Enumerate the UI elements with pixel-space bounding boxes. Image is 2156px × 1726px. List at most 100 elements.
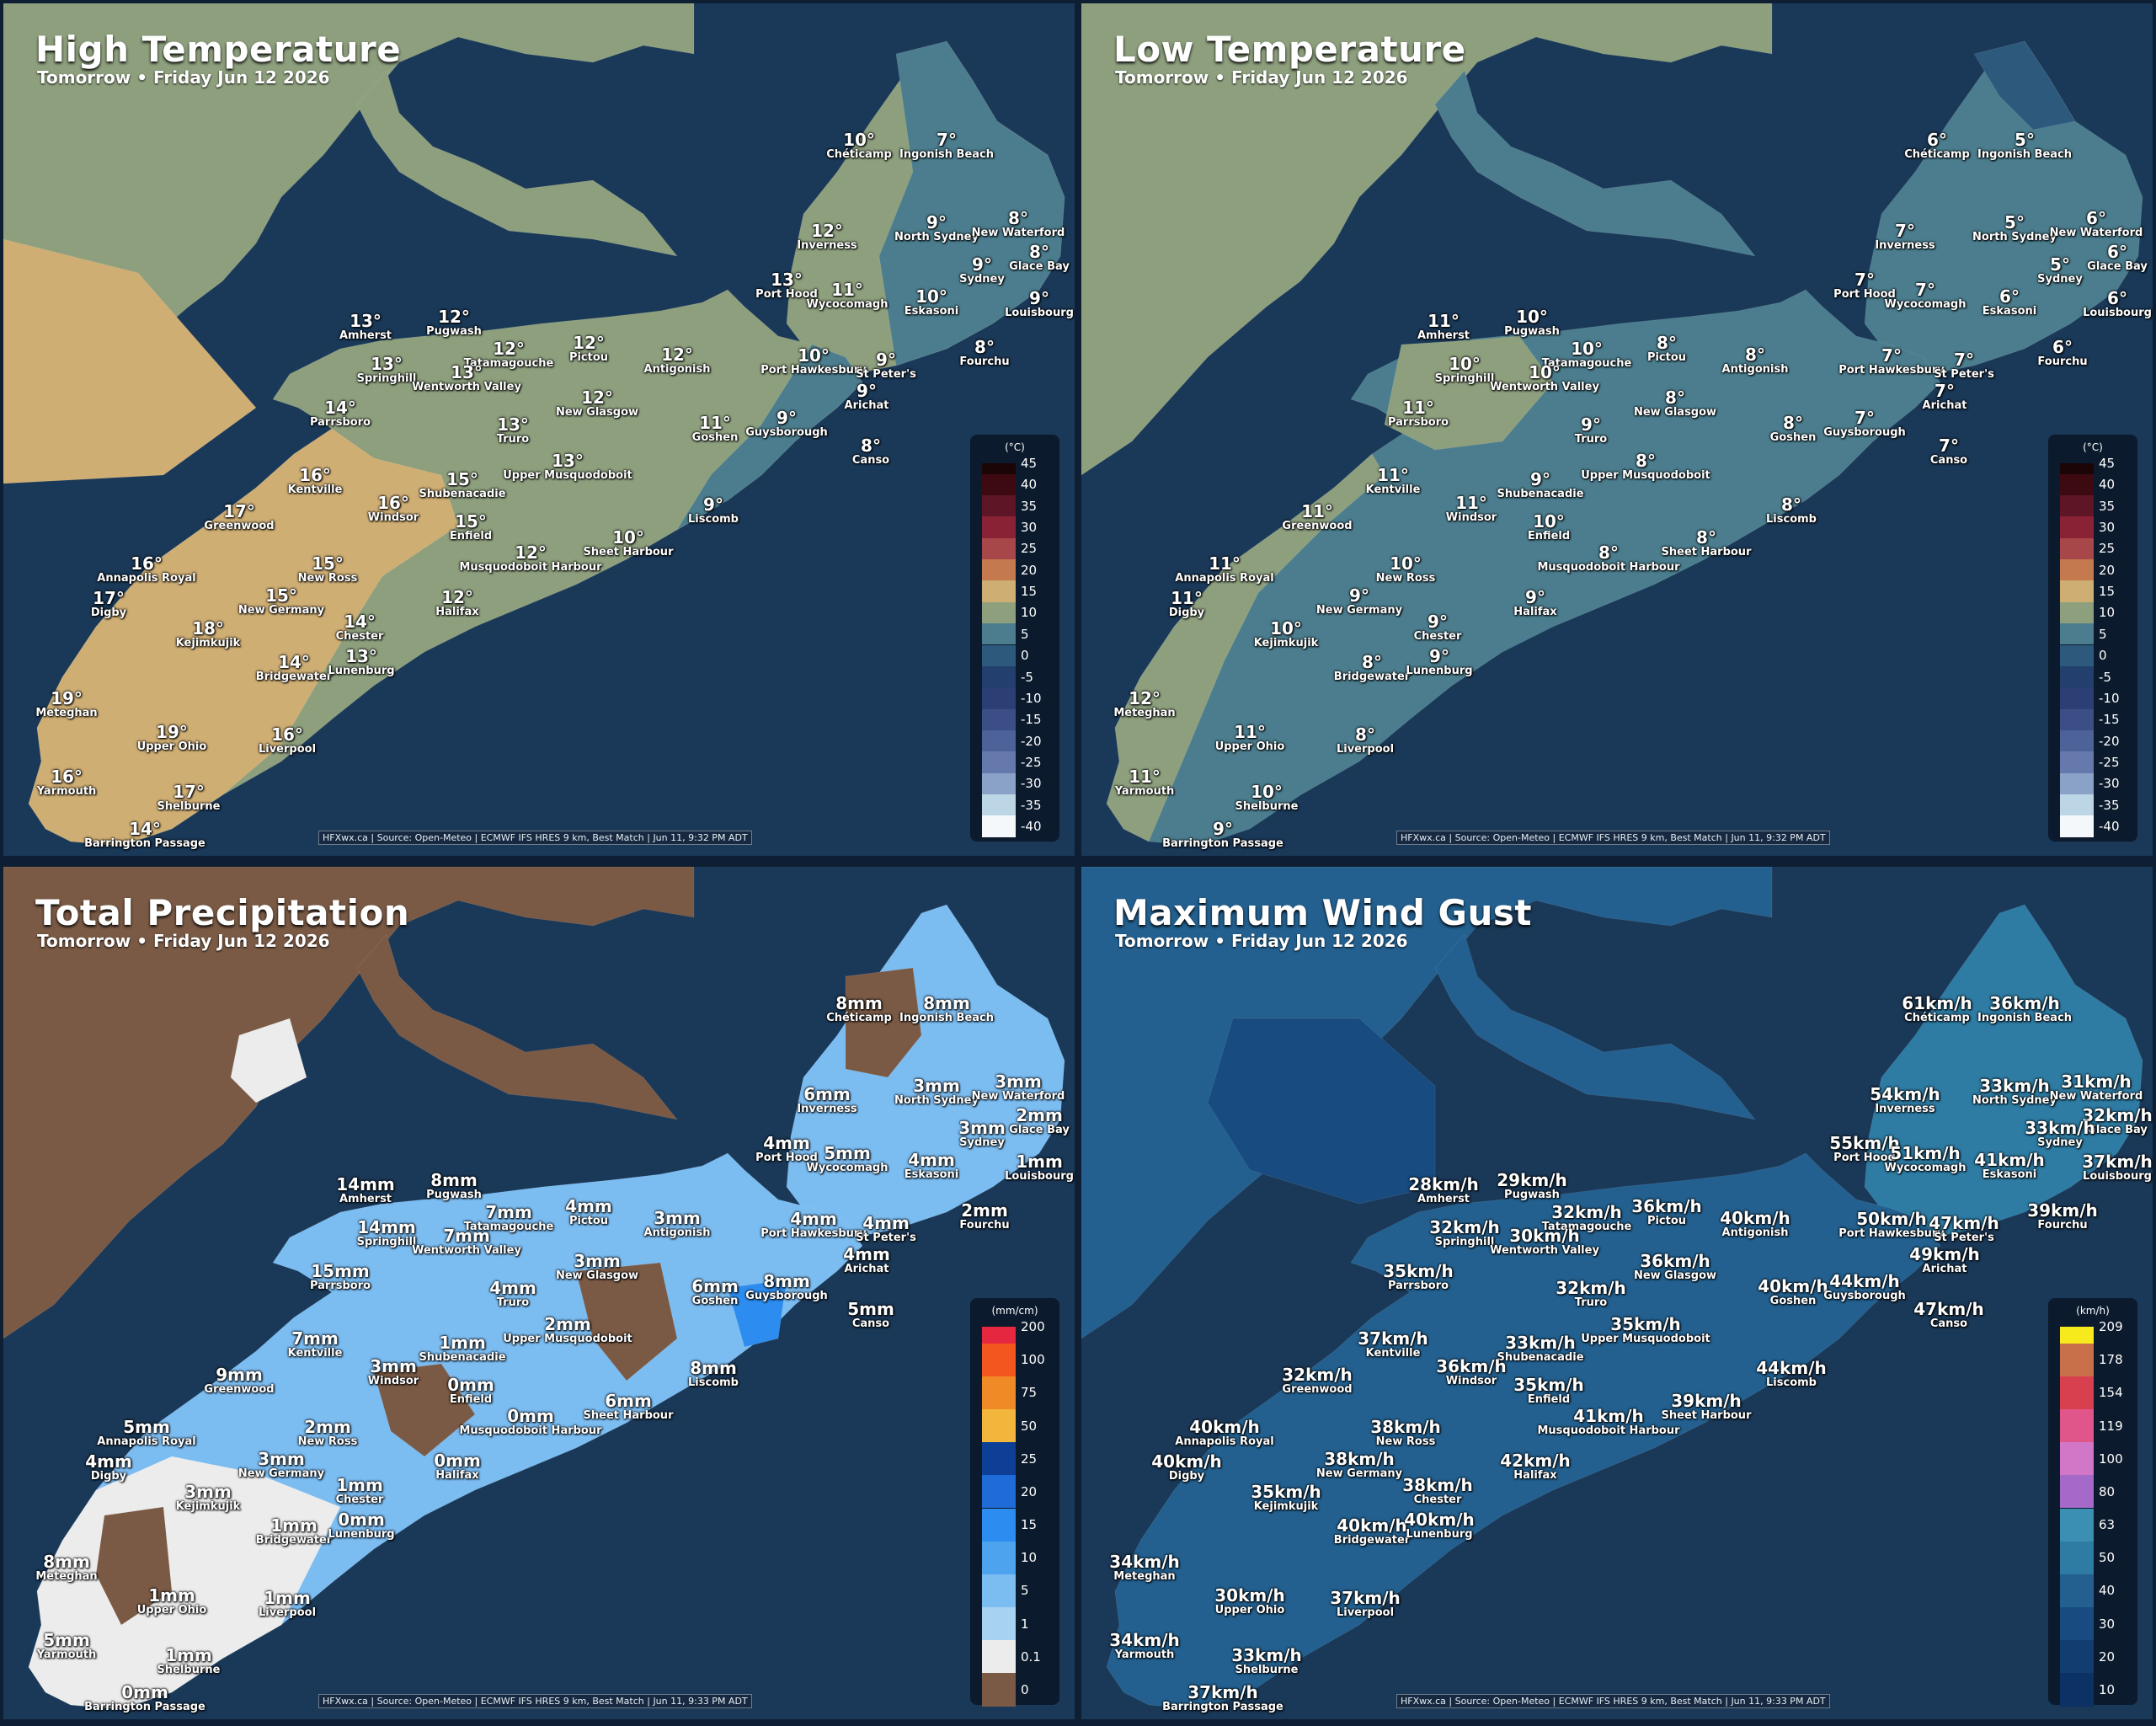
station-value: 35km/h	[1513, 1375, 1584, 1395]
station-label: 0mm Halifax	[434, 1452, 481, 1481]
station-value: 38km/h	[1370, 1417, 1441, 1437]
station-value: 38km/h	[1402, 1475, 1473, 1495]
station-name: New Waterford	[971, 1090, 1065, 1103]
station-name: Wentworth Valley	[412, 381, 521, 393]
legend-swatch	[2060, 1376, 2094, 1409]
station-name: Antigonish	[643, 363, 711, 376]
station-label: 11° Greenwood	[1282, 503, 1352, 532]
station-name: Musquodoboit Harbour	[1537, 1424, 1680, 1437]
station-name: Yarmouth	[36, 785, 97, 798]
station-name: Wycocomagh	[806, 298, 889, 311]
station-value: 7°	[1915, 280, 1935, 300]
station-value: 4mm	[763, 1133, 810, 1153]
legend-swatch	[2060, 708, 2094, 730]
station-value: 31km/h	[2061, 1071, 2132, 1092]
station-label: 7mm Kentville	[288, 1330, 343, 1359]
station-label: 3mm North Sydney	[894, 1077, 979, 1106]
legend-swatch	[2060, 1508, 2094, 1542]
legend-tick: 45	[1021, 456, 1038, 471]
station-name: New Waterford	[2049, 1090, 2143, 1103]
station-value: 9°	[857, 381, 877, 401]
station-name: Amherst	[339, 1193, 392, 1205]
station-label: 11° Amherst	[1417, 313, 1470, 341]
station-label: 15° New Germany	[238, 587, 324, 616]
station-value: 34km/h	[1109, 1630, 1180, 1650]
station-label: 15° Enfield	[450, 513, 492, 542]
station-name: Upper Musquodoboit	[1581, 469, 1710, 482]
station-name: Upper Ohio	[1214, 1604, 1285, 1616]
legend-tick: -20	[2099, 733, 2120, 749]
station-value: 32km/h	[1282, 1365, 1353, 1385]
panel-title: Low Temperature	[1113, 29, 1466, 70]
station-name: Eskasoni	[904, 305, 959, 318]
station-label: 32km/h Tatamagouche	[1542, 1204, 1632, 1232]
station-label: 9° Liscomb	[688, 496, 739, 525]
station-value: 7°	[1939, 436, 1959, 456]
station-name: Amherst	[339, 329, 392, 342]
station-label: 8° Musquodoboit Harbour	[1537, 544, 1679, 573]
station-value: 34km/h	[1109, 1552, 1180, 1572]
station-name: Meteghan	[1113, 1570, 1176, 1583]
station-name: Tatamagouche	[463, 357, 554, 370]
legend-swatch	[982, 1408, 1016, 1443]
station-value: 11°	[699, 413, 731, 433]
station-value: 30km/h	[1214, 1585, 1285, 1606]
station-value: 8°	[1362, 652, 1382, 672]
station-label: 11° Wycocomagh	[807, 281, 889, 310]
station-value: 8mm	[923, 993, 970, 1013]
station-name: New Germany	[237, 604, 325, 617]
station-label: 31km/h New Waterford	[2050, 1073, 2143, 1102]
station-label: 7mm Tatamagouche	[464, 1204, 554, 1232]
legend-tick: 10	[2099, 605, 2116, 621]
station-label: 35km/h Kejimkujik	[1251, 1483, 1321, 1512]
legend-tick: 178	[2099, 1352, 2123, 1368]
station-label: 12° Antigonish	[644, 346, 711, 375]
station-value: 9°	[1213, 819, 1233, 839]
station-value: 54km/h	[1870, 1084, 1940, 1104]
station-label: 10° Port Hawkesbury	[760, 347, 867, 376]
station-label: 13° Port Hood	[755, 271, 818, 300]
station-value: 11°	[1428, 311, 1460, 331]
station-label: 7° St Peter's	[1934, 351, 1994, 380]
station-label: 9° Lunenburg	[1406, 648, 1472, 676]
station-name: New Glasgow	[555, 1269, 639, 1282]
station-value: 5mm	[824, 1143, 871, 1163]
station-label: 7° Ingonish Beach	[899, 131, 994, 160]
legend-tick: 20	[2099, 1649, 2116, 1665]
station-value: 8mm	[690, 1358, 737, 1378]
station-label: 42km/h Halifax	[1500, 1452, 1571, 1481]
station-label: 4mm Port Hawkesbury	[760, 1210, 867, 1239]
station-value: 12°	[661, 345, 693, 365]
legend-swatch	[2060, 1607, 2094, 1641]
station-name: Meteghan	[35, 707, 98, 719]
station-label: 34km/h Yarmouth	[1109, 1632, 1180, 1660]
map-region	[1081, 867, 1773, 1339]
station-name: Chester	[335, 1494, 384, 1506]
station-name: Arichat	[844, 1263, 889, 1275]
station-name: Liscomb	[688, 513, 739, 526]
station-value: 55km/h	[1829, 1133, 1900, 1153]
station-label: 61km/h Chéticamp	[1902, 995, 1972, 1023]
station-value: 35km/h	[1610, 1314, 1681, 1334]
station-label: 6mm Sheet Harbour	[584, 1392, 674, 1421]
station-name: Ingonish Beach	[1977, 1012, 2073, 1024]
legend-tick: -20	[1021, 733, 1042, 749]
station-value: 12°	[811, 221, 843, 241]
station-value: 12°	[573, 333, 605, 353]
legend-tick: 200	[1021, 1319, 1045, 1334]
station-value: 7mm	[291, 1328, 339, 1349]
legend-tick: 40	[1021, 477, 1038, 493]
legend-tick: 75	[1021, 1385, 1038, 1401]
station-label: 29km/h Pugwash	[1497, 1172, 1567, 1200]
color-legend: (km/h) 209 178 154 119 100 80 63 50 40 30 20 10	[2048, 1298, 2137, 1707]
legend-tick: -5	[1021, 669, 1033, 685]
station-label: 7° Port Hood	[1833, 271, 1896, 300]
station-value: 12°	[438, 307, 470, 327]
legend-tick: -30	[1021, 776, 1042, 792]
legend-tick: 30	[2099, 520, 2116, 536]
station-name: Springhill	[356, 1236, 417, 1248]
station-value: 10°	[1571, 339, 1603, 359]
station-name: Sheet Harbour	[583, 1409, 674, 1422]
station-value: 10°	[798, 345, 830, 366]
station-name: Windsor	[367, 1375, 419, 1387]
